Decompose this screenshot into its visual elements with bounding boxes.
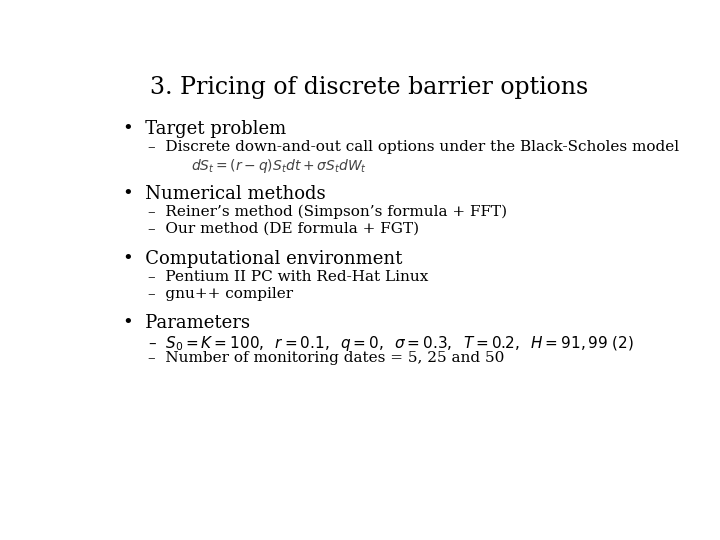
Text: •  Target problem: • Target problem <box>122 120 286 138</box>
Text: $dS_t = (r - q)S_t dt + \sigma S_t dW_t$: $dS_t = (r - q)S_t dt + \sigma S_t dW_t$ <box>191 157 366 175</box>
Text: –  Discrete down-and-out call options under the Black-Scholes model: – Discrete down-and-out call options und… <box>148 140 679 154</box>
Text: 3. Pricing of discrete barrier options: 3. Pricing of discrete barrier options <box>150 76 588 99</box>
Text: –  Our method (DE formula + FGT): – Our method (DE formula + FGT) <box>148 222 419 236</box>
Text: –  Reiner’s method (Simpson’s formula + FFT): – Reiner’s method (Simpson’s formula + F… <box>148 205 508 219</box>
Text: –  gnu++ compiler: – gnu++ compiler <box>148 287 293 301</box>
Text: •  Computational environment: • Computational environment <box>122 249 402 268</box>
Text: –  $S_0 = K = 100, \;\; r = 0.1, \;\; q = 0, \;\; \sigma= 0.3, \;\; T = 0.2, \;\: – $S_0 = K = 100, \;\; r = 0.1, \;\; q =… <box>148 334 634 353</box>
Text: –  Number of monitoring dates = 5, 25 and 50: – Number of monitoring dates = 5, 25 and… <box>148 351 505 365</box>
Text: •  Numerical methods: • Numerical methods <box>122 185 325 203</box>
Text: •  Parameters: • Parameters <box>122 314 250 332</box>
Text: –  Pentium II PC with Red-Hat Linux: – Pentium II PC with Red-Hat Linux <box>148 269 428 284</box>
